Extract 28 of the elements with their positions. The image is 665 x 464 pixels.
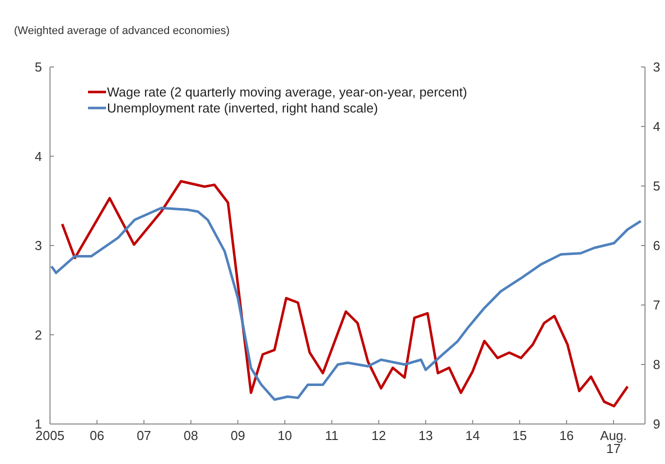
x-tick-label: 09 — [230, 428, 246, 443]
y2-tick-label: 4 — [653, 119, 660, 134]
x-tick-label: 11 — [325, 428, 339, 443]
x-tick-label: 06 — [90, 428, 104, 443]
x-tick-label: 12 — [371, 428, 386, 443]
x-tick-label: 16 — [559, 428, 574, 443]
x-tick-label: 15 — [512, 428, 527, 443]
line-series — [60, 180, 629, 408]
y2-tick-label: 7 — [653, 298, 660, 313]
x-tick-label: 07 — [136, 428, 152, 443]
line-series — [50, 206, 642, 401]
y2-tick-label: 5 — [653, 178, 660, 194]
y-tick-label: 2 — [34, 327, 42, 342]
chart-subtitle: (Weighted average of advanced economies) — [14, 25, 230, 37]
y-tick-label: 5 — [34, 60, 42, 75]
x-tick-label: 08 — [184, 428, 198, 443]
y2-tick-label: 3 — [653, 60, 660, 75]
y2-tick-label: 6 — [653, 238, 660, 254]
x-tick-label: 14 — [465, 428, 480, 443]
x-tick-label: 10 — [278, 428, 292, 443]
y2-tick-label: 9 — [653, 416, 660, 432]
x-tick-label: Aug. 17 — [600, 428, 627, 456]
y2-tick-label: 8 — [653, 357, 660, 372]
y-tick-label: 4 — [34, 148, 42, 164]
y-tick-label: 3 — [34, 238, 42, 254]
legend-label: Unemployment rate (inverted, right hand scale) — [107, 100, 378, 116]
x-tick-label: 13 — [418, 428, 433, 443]
legend-label: Wage rate (2 quarterly moving average, year-on-year, percent) — [107, 84, 468, 100]
